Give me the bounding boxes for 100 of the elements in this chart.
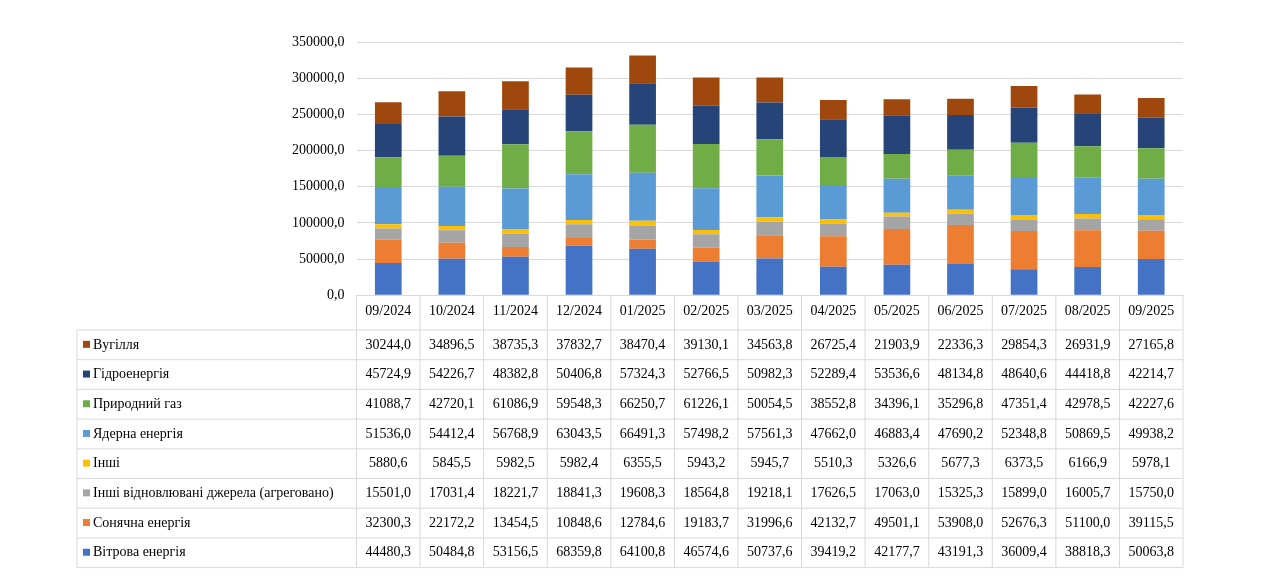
bar — [374, 239, 402, 264]
bar — [565, 219, 593, 225]
data-label: 30244,0 — [365, 336, 412, 352]
data-label: 5943,2 — [686, 455, 726, 471]
data-label: 5945,7 — [750, 455, 789, 471]
data-label: 15750,0 — [1128, 485, 1174, 501]
y-tick-label: 300000,0 — [292, 69, 345, 85]
bar — [819, 184, 847, 220]
y-tick-label: 250000,0 — [292, 106, 345, 122]
bar — [629, 55, 656, 84]
bar — [1010, 142, 1038, 178]
bar — [502, 81, 529, 110]
bar — [1074, 230, 1101, 268]
bar — [629, 172, 656, 221]
data-label: 10848,6 — [556, 514, 602, 530]
data-label: 5880,6 — [369, 455, 408, 471]
data-label: 49938,2 — [1128, 425, 1174, 441]
data-label: 59548,3 — [556, 395, 602, 411]
data-label: 42978,5 — [1064, 395, 1111, 411]
bar — [374, 124, 402, 158]
legend-label: Природний газ — [93, 395, 183, 411]
bar — [947, 149, 974, 176]
data-label: 46574,6 — [683, 544, 729, 560]
bar — [692, 234, 720, 248]
data-label: 57561,3 — [747, 425, 793, 441]
data-label: 53536,6 — [874, 366, 920, 382]
bar — [883, 153, 911, 179]
data-label: 57324,3 — [619, 366, 666, 382]
x-tick-label: 09/2025 — [1128, 303, 1175, 319]
bar — [883, 228, 911, 265]
bar — [1074, 267, 1101, 295]
bar — [756, 77, 784, 103]
y-tick-label: 150000,0 — [292, 178, 345, 194]
bar — [1137, 230, 1165, 259]
x-tick-label: 10/2024 — [428, 303, 475, 319]
data-label: 37832,7 — [556, 336, 602, 352]
bar — [565, 237, 593, 246]
data-label: 42720,1 — [429, 395, 475, 411]
bar — [947, 213, 974, 225]
data-label: 5982,4 — [559, 455, 599, 471]
x-tick-label: 11/2024 — [492, 303, 539, 319]
bar — [1010, 231, 1038, 270]
bar — [883, 115, 911, 154]
bar — [1074, 177, 1101, 215]
legend-label: Ядерна енергія — [93, 425, 184, 441]
bar — [883, 216, 911, 229]
data-label: 50063,8 — [1128, 544, 1174, 560]
data-label: 52348,8 — [1001, 425, 1047, 441]
bar — [502, 229, 529, 234]
data-label: 48382,8 — [492, 366, 539, 382]
bar — [947, 224, 974, 264]
bar — [502, 256, 529, 295]
bar — [565, 174, 593, 220]
data-label: 19183,7 — [683, 514, 729, 530]
bar — [374, 224, 402, 229]
x-tick-label: 08/2025 — [1064, 303, 1111, 319]
bar — [502, 233, 529, 248]
data-label: 32300,3 — [365, 514, 412, 530]
bar — [1010, 269, 1038, 295]
data-label: 50982,3 — [747, 366, 793, 382]
bar — [374, 228, 402, 240]
data-label: 13454,5 — [492, 514, 539, 530]
bar — [629, 83, 656, 125]
data-label: 38470,4 — [619, 336, 666, 352]
bar — [565, 94, 593, 132]
data-label: 64100,8 — [619, 544, 666, 560]
data-label: 50737,6 — [747, 544, 793, 560]
bar — [756, 221, 784, 236]
bar — [1010, 219, 1038, 232]
data-label: 21903,9 — [874, 336, 920, 352]
bar — [1137, 117, 1165, 149]
bar — [819, 266, 847, 295]
data-label: 5510,3 — [814, 455, 853, 471]
y-tick-label: 100000,0 — [292, 214, 345, 230]
data-label: 29854,3 — [1001, 336, 1047, 352]
data-label: 61086,9 — [492, 395, 539, 411]
bar — [629, 239, 656, 249]
legend-label: Гідроенергія — [93, 366, 170, 382]
bar — [374, 157, 402, 187]
bar — [438, 116, 466, 156]
data-label: 12784,6 — [619, 514, 666, 530]
legend-label: Вітрова енергія — [93, 544, 187, 560]
x-tick-label: 03/2025 — [746, 303, 793, 319]
bar — [502, 144, 529, 189]
bar — [1137, 148, 1165, 179]
data-label: 44418,8 — [1064, 366, 1111, 382]
data-label: 39419,2 — [810, 544, 857, 560]
data-label: 47690,2 — [937, 425, 984, 441]
data-label: 41088,7 — [365, 395, 412, 411]
bar — [1074, 214, 1101, 219]
y-tick-label: 200000,0 — [292, 142, 345, 158]
bar — [374, 263, 402, 295]
data-label: 63043,5 — [556, 425, 602, 441]
bar — [629, 225, 656, 240]
bar — [438, 91, 466, 117]
bar — [374, 102, 402, 125]
data-label: 18564,8 — [683, 485, 729, 501]
bar — [438, 155, 466, 187]
bar — [819, 236, 847, 267]
y-tick-label: 0,0 — [327, 286, 345, 302]
